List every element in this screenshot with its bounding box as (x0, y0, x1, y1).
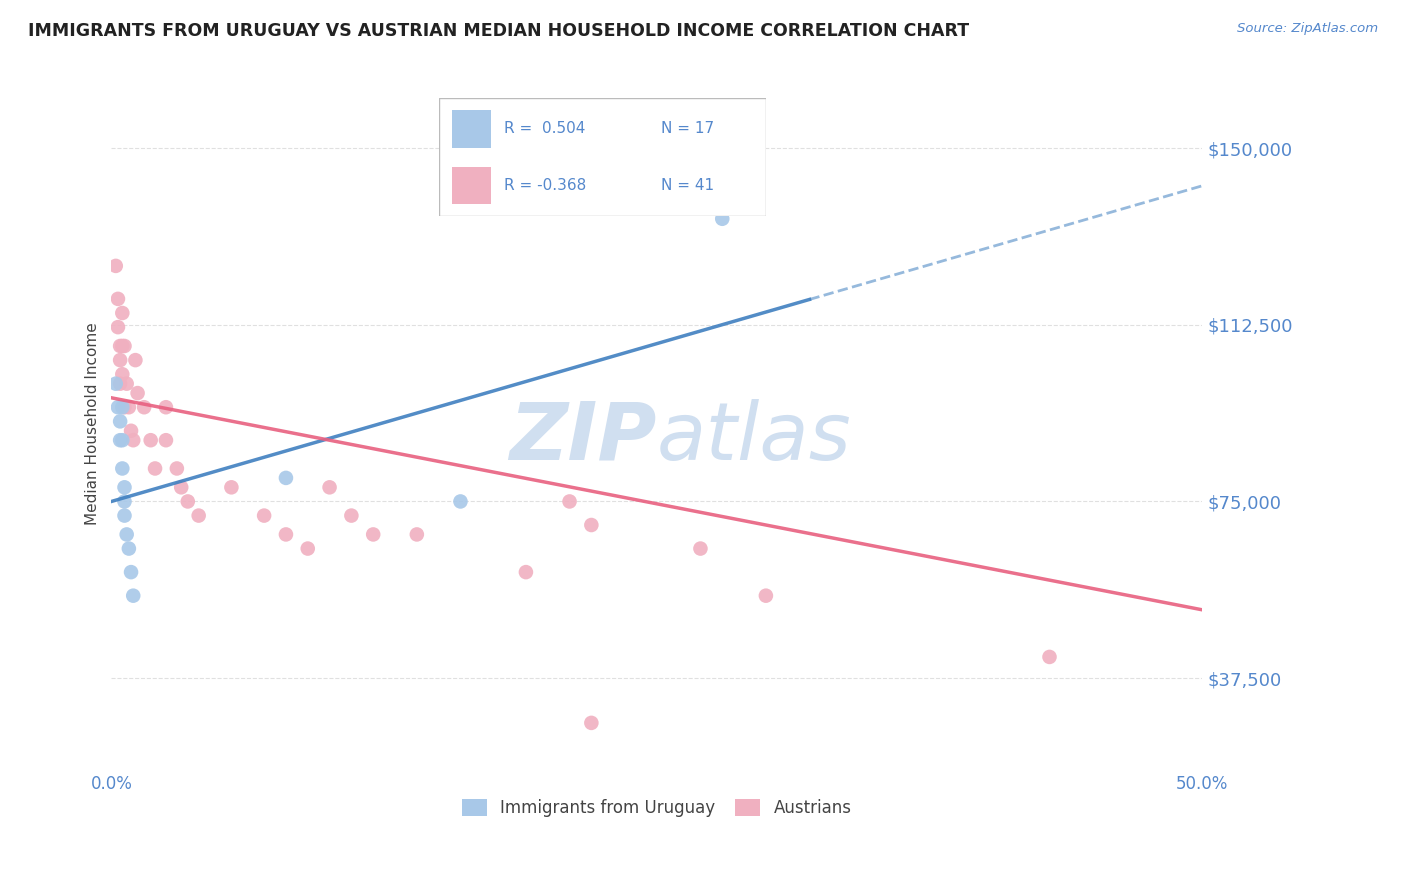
Text: Source: ZipAtlas.com: Source: ZipAtlas.com (1237, 22, 1378, 36)
Point (115, 527, 138, 541)
Point (120, 424, 142, 438)
Point (221, 480, 243, 494)
Point (274, 471, 297, 485)
Point (139, 434, 162, 448)
Point (111, 434, 134, 448)
Point (274, 527, 297, 541)
Point (340, 508, 363, 523)
Point (515, 565, 537, 579)
Point (118, 401, 141, 415)
Point (253, 508, 276, 523)
Point (177, 494, 200, 508)
Point (118, 541, 141, 556)
Point (122, 589, 145, 603)
Point (297, 541, 319, 556)
Point (107, 401, 129, 415)
Point (114, 339, 136, 353)
Point (558, 494, 581, 508)
Point (155, 434, 177, 448)
Point (170, 480, 193, 494)
Point (405, 527, 427, 541)
Point (450, 494, 472, 508)
Point (318, 480, 340, 494)
Text: atlas: atlas (657, 399, 852, 476)
Legend: Immigrants from Uruguay, Austrians: Immigrants from Uruguay, Austrians (456, 792, 859, 824)
Point (115, 376, 138, 391)
Text: IMMIGRANTS FROM URUGUAY VS AUSTRIAN MEDIAN HOUSEHOLD INCOME CORRELATION CHART: IMMIGRANTS FROM URUGUAY VS AUSTRIAN MEDI… (28, 22, 969, 40)
Point (155, 401, 177, 415)
Point (114, 508, 136, 523)
Point (108, 414, 131, 428)
Point (166, 461, 188, 475)
Point (111, 368, 134, 382)
Point (114, 480, 136, 494)
Point (124, 353, 146, 368)
Point (134, 401, 156, 415)
Point (689, 541, 711, 556)
Point (111, 401, 134, 415)
Point (104, 259, 127, 273)
Point (755, 589, 778, 603)
Point (127, 386, 149, 401)
Point (122, 434, 145, 448)
Point (361, 527, 384, 541)
Point (104, 376, 127, 391)
Point (711, 211, 734, 226)
Point (107, 292, 129, 306)
Point (187, 508, 209, 523)
Point (108, 339, 131, 353)
Point (108, 376, 131, 391)
Point (111, 339, 134, 353)
Point (108, 353, 131, 368)
Point (114, 494, 136, 508)
Point (108, 434, 131, 448)
Point (111, 461, 134, 475)
Point (114, 401, 136, 415)
Point (107, 320, 129, 334)
Point (143, 461, 166, 475)
Point (581, 518, 603, 533)
Y-axis label: Median Household Income: Median Household Income (86, 322, 100, 525)
Point (120, 565, 142, 579)
Point (1038, 649, 1060, 664)
Point (111, 306, 134, 320)
Text: ZIP: ZIP (509, 399, 657, 476)
Point (581, 715, 603, 730)
